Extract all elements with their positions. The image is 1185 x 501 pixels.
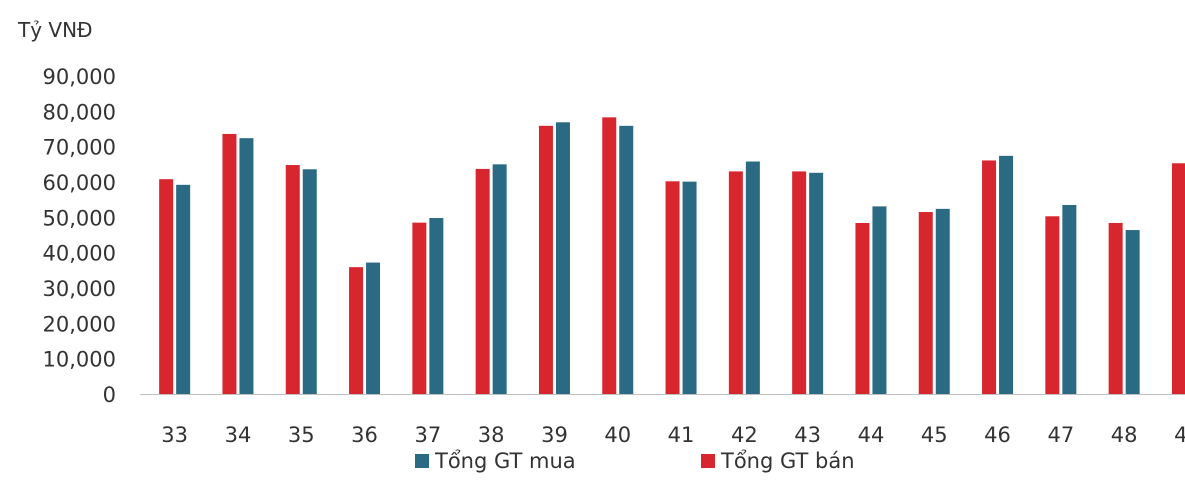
bar-buy-44 <box>872 206 887 394</box>
bar-sell-39 <box>538 125 553 394</box>
bar-sell-47 <box>1045 216 1060 394</box>
bar-buy-40 <box>619 125 634 394</box>
bar-buy-47 <box>1062 204 1077 394</box>
bar-buy-36 <box>366 262 381 394</box>
x-tick-label: 40 <box>604 423 631 447</box>
y-tick-label: 20,000 <box>43 312 116 336</box>
bar-sell-38 <box>475 168 490 394</box>
x-tick-label: 35 <box>288 423 315 447</box>
bar-buy-37 <box>429 218 444 394</box>
bar-buy-45 <box>935 208 950 394</box>
legend-item-buy: Tổng GT mua <box>415 449 576 473</box>
y-tick-label: 70,000 <box>43 136 116 160</box>
x-tick-label: 33 <box>161 423 188 447</box>
legend: Tổng GT mua Tổng GT bán <box>0 449 1185 479</box>
legend-swatch-sell <box>701 454 715 468</box>
bar-buy-48 <box>1125 230 1140 394</box>
x-tick-label: 38 <box>478 423 505 447</box>
x-tick-label: 42 <box>731 423 758 447</box>
y-tick-label: 90,000 <box>43 65 116 89</box>
x-tick-label: 44 <box>858 423 885 447</box>
bar-sell-46 <box>982 160 997 394</box>
bar-sell-44 <box>855 222 870 394</box>
bar-sell-40 <box>602 117 617 394</box>
bar-sell-33 <box>159 179 174 394</box>
y-tick-label: 50,000 <box>43 206 116 230</box>
bar-sell-45 <box>918 212 933 394</box>
bar-buy-34 <box>239 138 254 394</box>
legend-label-sell: Tổng GT bán <box>721 449 855 473</box>
bar-sell-41 <box>665 181 680 394</box>
x-tick-label: 45 <box>921 423 948 447</box>
y-axis-ticks: 0 10,000 20,000 30,000 40,000 50,000 60,000 70,… <box>43 65 116 407</box>
y-tick-label: 10,000 <box>43 348 116 372</box>
legend-label-buy: Tổng GT mua <box>435 449 576 473</box>
x-tick-label: 37 <box>414 423 441 447</box>
y-tick-label: 60,000 <box>43 171 116 195</box>
bar-buy-46 <box>999 155 1014 394</box>
x-tick-label: 49 <box>1174 423 1185 447</box>
y-axis-unit-label: Tỷ VNĐ <box>18 18 93 42</box>
x-tick-label: 41 <box>668 423 695 447</box>
bar-buy-33 <box>176 184 191 394</box>
bar-buy-41 <box>682 181 697 394</box>
bar-sell-36 <box>349 267 364 394</box>
y-tick-label: 80,000 <box>43 100 116 124</box>
bar-buy-42 <box>745 161 760 394</box>
bar-buy-43 <box>809 172 824 394</box>
bar-buy-38 <box>492 164 507 394</box>
y-tick-label: 0 <box>103 383 116 407</box>
x-axis-ticks: 33 34 35 36 37 38 39 40 41 42 43 44 45 46 47 48 49 <box>161 423 1185 447</box>
legend-item-sell: Tổng GT bán <box>701 449 855 473</box>
x-tick-label: 36 <box>351 423 378 447</box>
bar-sell-48 <box>1108 222 1123 394</box>
bar-buy-35 <box>302 169 317 394</box>
y-tick-label: 30,000 <box>43 277 116 301</box>
bar-sell-42 <box>728 171 743 394</box>
bar-sell-49 <box>1171 163 1185 394</box>
x-tick-label: 34 <box>225 423 252 447</box>
bar-sell-35 <box>285 165 300 394</box>
x-tick-label: 48 <box>1111 423 1138 447</box>
x-tick-label: 46 <box>984 423 1011 447</box>
legend-swatch-buy <box>415 454 429 468</box>
y-tick-label: 40,000 <box>43 242 116 266</box>
bar-sell-37 <box>412 222 427 394</box>
x-tick-label: 43 <box>794 423 821 447</box>
bar-group <box>159 117 1185 395</box>
x-tick-label: 47 <box>1047 423 1074 447</box>
bar-sell-34 <box>222 133 237 395</box>
bar-buy-39 <box>555 122 570 394</box>
bar-sell-43 <box>792 171 807 394</box>
x-tick-label: 39 <box>541 423 568 447</box>
